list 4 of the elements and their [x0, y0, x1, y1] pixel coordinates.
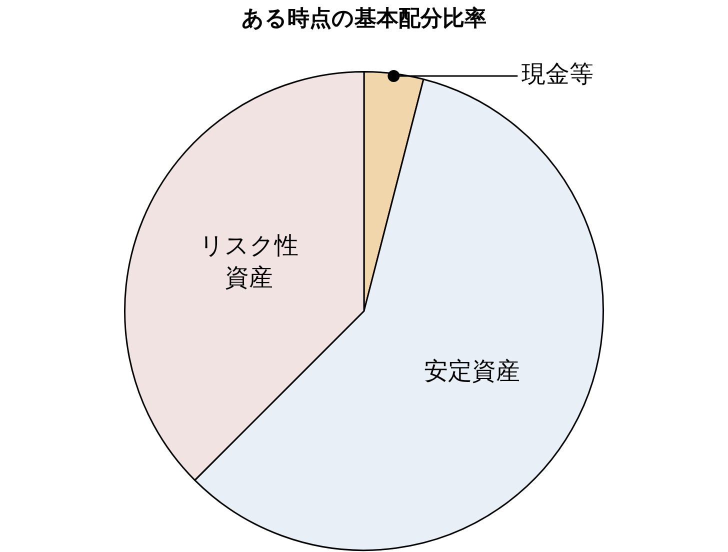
slice-label: 現金等: [522, 60, 594, 88]
slice-label: 安定資産: [424, 356, 520, 385]
chart-title: ある時点の基本配分比率: [242, 6, 486, 32]
slice-label: リスク性資産: [200, 232, 299, 292]
